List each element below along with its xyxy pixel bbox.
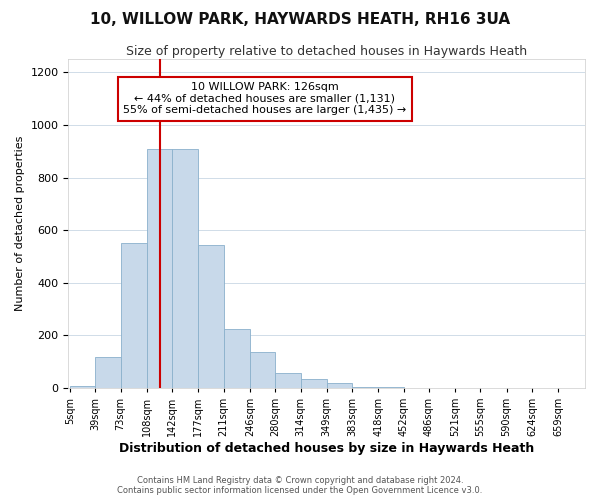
Title: Size of property relative to detached houses in Haywards Heath: Size of property relative to detached ho… [126, 45, 527, 58]
Bar [95, 357, 121, 388]
Text: 10, WILLOW PARK, HAYWARDS HEATH, RH16 3UA: 10, WILLOW PARK, HAYWARDS HEATH, RH16 3U… [90, 12, 510, 28]
Bar [275, 372, 301, 388]
Bar [250, 352, 275, 388]
Bar [172, 148, 198, 388]
Y-axis label: Number of detached properties: Number of detached properties [15, 136, 25, 311]
Text: 10 WILLOW PARK: 126sqm
← 44% of detached houses are smaller (1,131)
55% of semi-: 10 WILLOW PARK: 126sqm ← 44% of detached… [123, 82, 406, 116]
Bar [301, 378, 327, 388]
Bar [147, 148, 172, 388]
Bar [70, 386, 95, 388]
Bar [224, 328, 250, 388]
Text: Contains HM Land Registry data © Crown copyright and database right 2024.
Contai: Contains HM Land Registry data © Crown c… [118, 476, 482, 495]
Bar [378, 386, 404, 388]
Bar [327, 382, 352, 388]
X-axis label: Distribution of detached houses by size in Haywards Heath: Distribution of detached houses by size … [119, 442, 535, 455]
Bar [198, 244, 224, 388]
Bar [121, 244, 147, 388]
Bar [352, 386, 378, 388]
